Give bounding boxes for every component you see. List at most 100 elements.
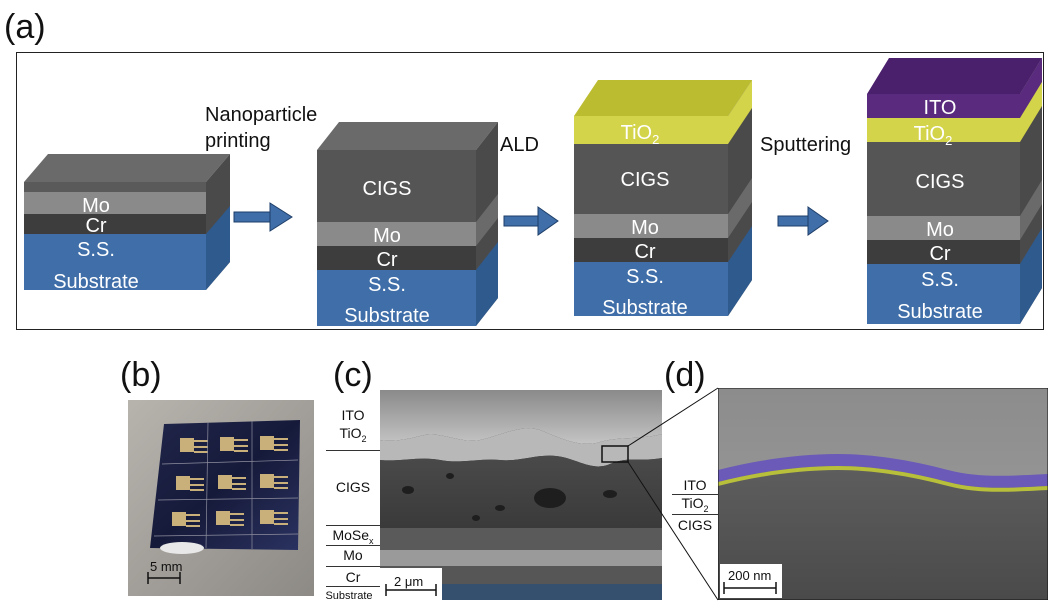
contact-row-2	[176, 474, 288, 491]
stack3-cr-label: Cr	[634, 241, 655, 263]
panel-c-scalebar-label: 2 μm	[394, 574, 423, 589]
stack2-substrate-side	[476, 242, 498, 326]
panel-c-sep-2	[326, 525, 380, 526]
panel-d-label-ito: ITO	[683, 477, 707, 493]
stack1-top	[24, 154, 230, 182]
panel-c-label-ito: ITO	[341, 407, 365, 423]
stack4-tio2-layer	[867, 118, 1020, 142]
sem-c-ito-surface	[380, 390, 662, 444]
stack-3: TiO2 CIGS Mo Cr S.S. Substrate	[574, 80, 752, 319]
panel-c-label-cr: Cr	[345, 569, 361, 585]
stack3-tio2-label: TiO2	[621, 122, 660, 147]
stack1-cr-label: Cr	[85, 215, 106, 237]
stack2-cigs-label: CIGS	[363, 178, 412, 200]
step-label-ald: ALD	[500, 134, 539, 156]
stack4-ss-label: S.S.	[921, 269, 959, 291]
panel-label-d: (d)	[664, 356, 706, 394]
arrow-2	[503, 206, 559, 236]
stack4-cigs-layer	[867, 142, 1020, 216]
stack1-substrate-layer	[24, 234, 206, 290]
sem-c-scalebar-bg	[380, 568, 442, 600]
panel-c-label-cigs: CIGS	[335, 479, 371, 495]
panel-d-label-tio2: TiO2	[681, 495, 709, 514]
panel-c-sep-4	[326, 566, 380, 567]
stack1-substrate-label: Substrate	[53, 271, 139, 293]
contact-row-1	[180, 436, 288, 453]
stack2-substrate-label: Substrate	[344, 305, 430, 327]
stack3-mo-layer	[574, 214, 728, 238]
sem-c-substrate-layer	[380, 584, 662, 600]
stack2-mo-label: Mo	[373, 225, 401, 247]
step-label-line2: printing	[205, 130, 271, 152]
panel-c-label-substrate: Substrate	[325, 590, 373, 602]
panel-d-label-cigs: CIGS	[677, 517, 713, 533]
panel-b-photo: 5 mm	[128, 400, 314, 596]
stack3-substrate-side	[728, 226, 752, 316]
panel-b-scalebar-label: 5 mm	[150, 559, 183, 574]
stack3-substrate-label: Substrate	[602, 297, 688, 319]
stack3-tio2-side	[728, 80, 752, 144]
panel-d-sem-image: 200 nm	[718, 388, 1048, 600]
sem-c-zoom-box	[601, 445, 629, 463]
arrow-3	[777, 206, 829, 236]
sem-c-tio2-layer	[380, 428, 662, 467]
stack-2: CIGS Mo Cr S.S. Substrate	[317, 122, 498, 327]
stack1-mo-label: Mo	[82, 195, 110, 217]
stack3-tio2-layer	[574, 116, 728, 144]
stack3-cigs-layer	[574, 144, 728, 214]
stack-4: ITO TiO2 CIGS Mo Cr S.S. Substrate	[867, 58, 1042, 324]
stack4-ito-label: ITO	[924, 97, 957, 119]
stack3-cigs-label: CIGS	[621, 169, 670, 191]
stack2-cr-label: Cr	[376, 249, 397, 271]
contact-grid	[172, 436, 288, 527]
panel-d-scalebar-label: 200 nm	[728, 568, 771, 583]
panel-label-b: (b)	[120, 356, 162, 394]
sem-c-voids	[402, 473, 617, 521]
stack4-substrate-side	[1020, 228, 1042, 324]
panel-c-label-mo: Mo	[343, 547, 363, 563]
contact-paste-blob	[160, 542, 204, 554]
stack1-top-layer	[24, 182, 206, 192]
stack2-mo-side	[476, 194, 498, 246]
stack4-mo-layer	[867, 216, 1020, 240]
panel-c-label-tio2: TiO2	[339, 425, 367, 444]
panel-c-sep-5	[326, 586, 380, 587]
stack4-top	[867, 58, 1042, 94]
stack2-substrate-layer	[317, 270, 476, 326]
panel-c-sem-image: 2 μm	[380, 390, 662, 600]
stack3-mo-side	[728, 178, 752, 238]
panel-c-sep-1	[326, 450, 380, 451]
stack1-ss-label: S.S.	[77, 239, 115, 261]
panel-d-sep-1	[672, 494, 718, 495]
scribe-lines	[153, 421, 299, 549]
panel-c-sep-3	[326, 545, 380, 546]
stack2-cr-layer	[317, 246, 476, 270]
panel-d-sep-2	[672, 514, 718, 515]
stack2-ss-label: S.S.	[368, 274, 406, 296]
stack3-mo-label: Mo	[631, 217, 659, 239]
sem-d-scalebar-bg	[720, 564, 782, 598]
step-label-sputtering: Sputtering	[760, 134, 852, 156]
panel-c-label-mosex: MoSex	[332, 527, 374, 546]
stack4-cigs-label: CIGS	[916, 171, 965, 193]
stack4-ito-layer	[867, 94, 1020, 118]
sem-c-mosex-layer	[380, 528, 662, 550]
stack-1: Mo Cr S.S. Substrate	[24, 154, 230, 293]
sem-d-tio2-layer	[718, 466, 1048, 492]
stack4-mo-label: Mo	[926, 219, 954, 241]
step-label-line1: Nanoparticle	[205, 104, 318, 126]
stack1-substrate-side	[206, 206, 230, 290]
panel-label-c: (c)	[333, 356, 373, 394]
step-label-nanoparticle-printing: Nanoparticle printing	[205, 102, 317, 154]
stack3-ss-label: S.S.	[626, 266, 664, 288]
stack4-tio2-side	[1020, 82, 1042, 142]
stack2-mo-layer	[317, 222, 476, 246]
stack1-cr-layer	[24, 214, 206, 234]
stack3-top	[574, 80, 752, 116]
stack3-substrate-layer	[574, 262, 728, 316]
stack2-cigs-layer	[317, 150, 476, 222]
panel-label-a: (a)	[4, 8, 46, 46]
zoom-connectors	[627, 387, 719, 601]
stack2-top	[317, 122, 498, 150]
stack4-mo-side	[1020, 180, 1042, 240]
